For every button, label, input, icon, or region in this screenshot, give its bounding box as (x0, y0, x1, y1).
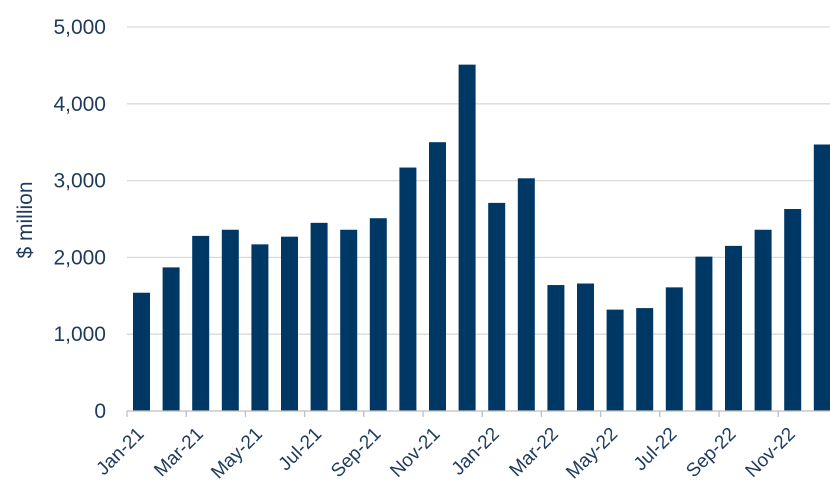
x-tick-label: Mar-21 (150, 424, 207, 481)
x-tick-label: Nov-22 (742, 424, 800, 482)
x-tick-labels: Jan-21 Mar-21 May-21 Jul-21 Sep-21 Nov-21 Jan-… (93, 424, 800, 484)
x-tick-label: Nov-21 (386, 424, 444, 482)
y-axis-label: $ million (14, 181, 37, 258)
bar (665, 287, 683, 411)
x-tick-label: Jul-21 (275, 424, 326, 475)
x-tick-label: Sep-21 (327, 424, 385, 482)
bar (281, 236, 298, 411)
x-tick-label: Jan-22 (448, 424, 504, 480)
bar (251, 244, 269, 411)
x-axis (126, 410, 830, 417)
bar (813, 144, 830, 411)
bar (429, 142, 446, 411)
bar (399, 167, 417, 411)
y-tick-label: 5,000 (53, 16, 106, 39)
y-tick-labels: 0 1,000 2,000 3,000 4,000 5,000 (53, 16, 106, 423)
bar (310, 222, 328, 411)
y-tick-label: 3,000 (53, 170, 106, 193)
bar (606, 309, 624, 411)
y-tick-label: 0 (94, 400, 106, 423)
bar (369, 218, 387, 411)
bar (577, 283, 594, 411)
bar (340, 229, 358, 411)
x-tick-label: Jul-22 (630, 424, 681, 475)
bar (754, 229, 772, 411)
y-tick-label: 4,000 (53, 93, 106, 116)
bars (133, 64, 830, 411)
x-tick-label: Sep-22 (682, 424, 740, 482)
bar (695, 256, 713, 411)
bar (517, 178, 535, 411)
y-tick-label: 1,000 (53, 323, 106, 346)
bar (221, 229, 239, 411)
bar (547, 285, 565, 411)
x-tick-label: May-21 (207, 424, 267, 484)
gridlines (127, 26, 830, 335)
bar (784, 209, 802, 411)
bar (636, 308, 654, 411)
bar (192, 235, 210, 411)
y-tick-label: 2,000 (53, 246, 106, 269)
bar (133, 292, 150, 411)
bar (488, 202, 506, 411)
bar (725, 245, 742, 411)
bar (458, 64, 476, 411)
x-tick-label: Jan-21 (93, 424, 149, 480)
x-tick-label: Mar-22 (506, 424, 563, 481)
bar (162, 267, 180, 411)
x-tick-label: May-22 (562, 424, 622, 484)
